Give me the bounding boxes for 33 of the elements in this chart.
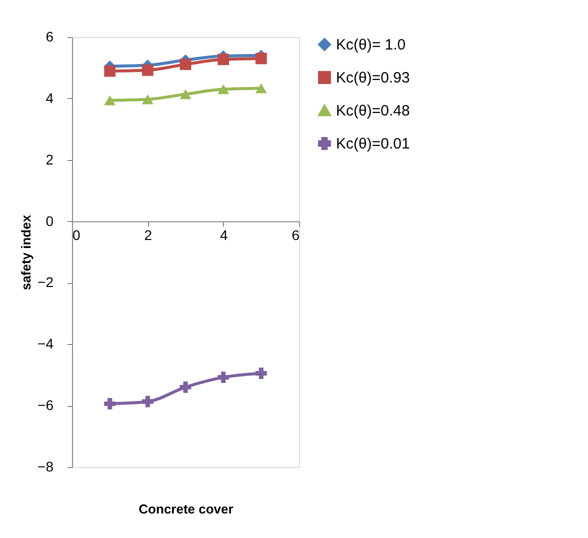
y-axis-title: safety index [18, 214, 34, 290]
point [104, 65, 116, 77]
point [218, 372, 230, 384]
point [142, 94, 154, 104]
y-tick-label: −4 [38, 336, 54, 352]
y-tick-label: 4 [46, 90, 54, 106]
point [180, 381, 192, 393]
y-tick-label: 2 [46, 151, 54, 168]
legend-label: Kc(θ)=0.48 [336, 102, 410, 120]
x-tick-label: 2 [144, 226, 152, 243]
point [180, 58, 192, 70]
point [255, 368, 267, 380]
point [180, 89, 192, 100]
legend-label: Kc(θ)=0.01 [336, 136, 410, 152]
y-tick-label: −2 [38, 274, 54, 290]
legend-label: Kc(θ)=0.93 [336, 70, 410, 86]
point [104, 95, 116, 106]
y-tick-label: −8 [38, 458, 54, 474]
point [218, 84, 230, 94]
x-tick-label: 4 [220, 226, 228, 243]
legend-label: Kc(θ)= 1.0 [336, 36, 406, 54]
point [255, 52, 267, 64]
point [104, 398, 116, 410]
y-tick-label: 6 [46, 28, 54, 44]
y-tick-label: 0 [46, 212, 54, 229]
point [218, 54, 230, 66]
point [255, 83, 267, 94]
point [142, 64, 154, 76]
y-tick-label: −6 [38, 397, 54, 414]
x-tick-label: 6 [292, 226, 300, 243]
x-tick-label: 0 [72, 226, 80, 243]
x-axis-title: Concrete cover [138, 502, 234, 516]
point [142, 396, 154, 408]
